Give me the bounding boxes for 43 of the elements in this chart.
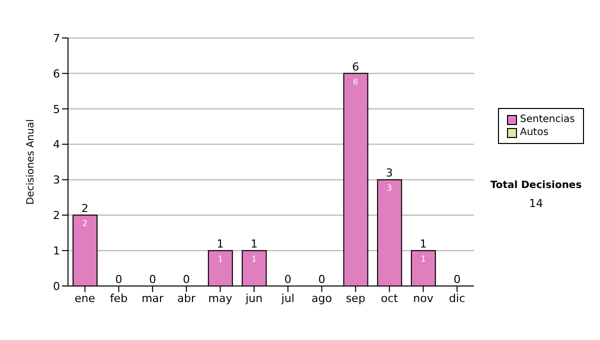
text: Total Decisiones <box>489 180 583 191</box>
y-tick-label: 0 <box>53 280 60 293</box>
total-label: 0 <box>454 273 461 286</box>
x-tick-label: nov <box>413 292 434 305</box>
y-tick-label: 3 <box>53 174 60 187</box>
total-label: 1 <box>420 238 427 251</box>
y-tick-label: 6 <box>53 67 60 80</box>
data-label: 1 <box>252 254 257 264</box>
x-tick-label: jun <box>244 292 263 305</box>
x-tick-label: jul <box>280 292 294 305</box>
total-label: 3 <box>386 166 393 180</box>
legend-label: Sentencias <box>520 113 575 126</box>
legend-label: Autos <box>520 126 548 139</box>
y-tick-label: 7 <box>53 32 60 45</box>
x-tick-label: ene <box>74 292 96 305</box>
text: 14 <box>528 197 544 210</box>
data-label: 6 <box>353 77 358 86</box>
total-label: 0 <box>182 273 190 286</box>
x-tick-label: mar <box>142 292 164 305</box>
x-tick-label: sep <box>346 292 366 305</box>
x-tick-label: feb <box>110 292 128 305</box>
data-label: 1 <box>420 254 426 264</box>
data-label: 2 <box>82 219 88 228</box>
x-tick-label: abr <box>177 292 196 305</box>
y-tick-label: 4 <box>53 138 60 152</box>
data-label: 3 <box>386 184 392 193</box>
y-tick-label: 2 <box>53 209 60 222</box>
total-label: 0 <box>318 273 326 286</box>
total-label: 0 <box>284 273 292 286</box>
y-tick-label: 1 <box>53 244 60 258</box>
x-tick-label: oct <box>380 292 399 305</box>
total-label: 0 <box>149 273 156 286</box>
y-tick-label: 5 <box>53 102 60 116</box>
total-label: 6 <box>352 60 360 74</box>
x-tick-label: ago <box>312 292 332 305</box>
total-label: 1 <box>250 238 258 251</box>
x-tick-label: may <box>208 292 233 305</box>
total-label: 1 <box>216 238 224 251</box>
x-tick-label: dic <box>449 292 466 305</box>
total-label: 0 <box>115 273 122 286</box>
data-label: 1 <box>218 254 223 264</box>
y-axis-title: Decisiones Anual <box>26 119 37 205</box>
total-label: 2 <box>81 202 88 216</box>
